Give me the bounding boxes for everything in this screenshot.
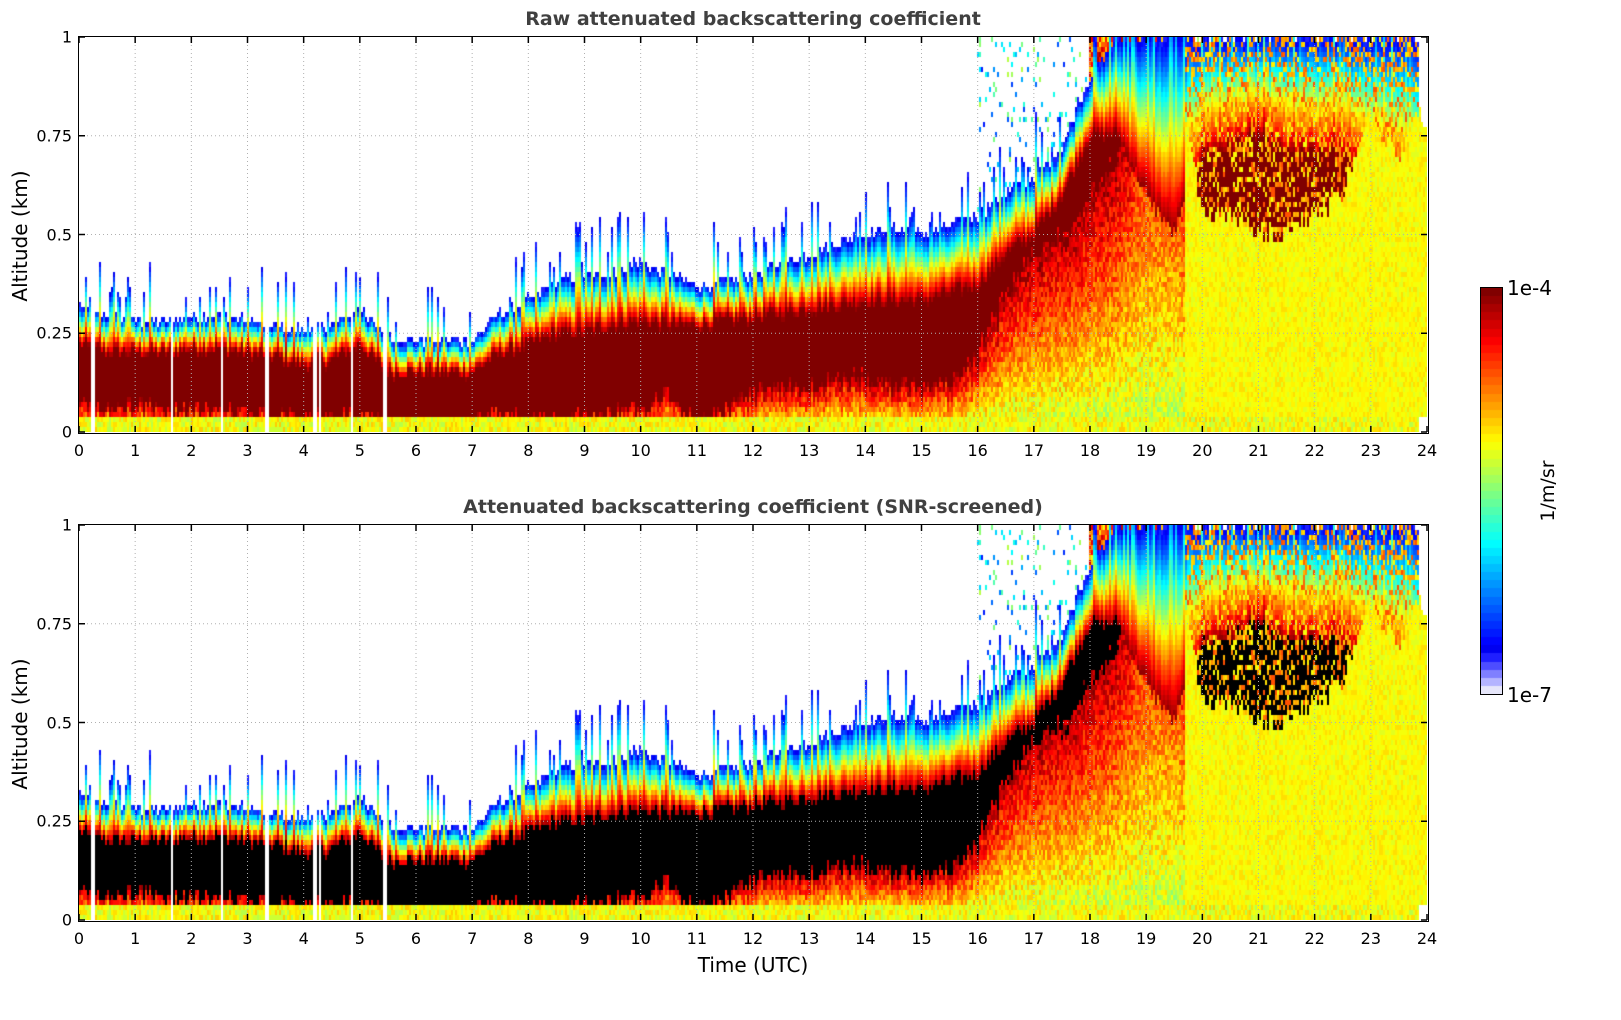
x-tick-label: 8 (523, 441, 534, 460)
x-tick-label: 2 (186, 929, 197, 948)
x-tick-label: 14 (855, 441, 876, 460)
x-tick-label: 15 (911, 929, 932, 948)
x-tick-label: 14 (855, 929, 876, 948)
y-tick-label: 0 (61, 910, 72, 930)
y-axis-label-raw: Altitude (km) (8, 170, 32, 302)
x-tick-label: 12 (742, 929, 764, 948)
x-axis-label: Time (UTC) (697, 953, 809, 977)
x-tick-label: 16 (967, 441, 988, 460)
x-tick-label: 12 (742, 441, 764, 460)
x-tick-label: 1 (130, 441, 141, 460)
x-tick-label: 5 (354, 929, 365, 948)
x-tick-label: 9 (579, 929, 590, 948)
x-tick-label: 7 (467, 929, 478, 948)
x-tick-label: 19 (1135, 441, 1157, 460)
x-tick-label: 11 (686, 441, 708, 460)
x-tick-label: 24 (1416, 929, 1438, 948)
x-tick-label: 13 (798, 929, 820, 948)
y-tick-label: 0.5 (46, 713, 72, 732)
x-tick-label: 18 (1079, 441, 1101, 460)
x-tick-label: 8 (523, 929, 534, 948)
y-tick-label: 0.5 (46, 225, 72, 244)
x-tick-label: 16 (967, 929, 988, 948)
y-tick-label: 1 (61, 515, 72, 535)
x-tick-label: 6 (410, 929, 422, 948)
y-tick-label: 1 (61, 27, 72, 47)
x-tick-label: 22 (1304, 929, 1325, 948)
x-tick-label: 11 (686, 929, 708, 948)
colorbar (1480, 287, 1503, 695)
x-tick-label: 21 (1248, 441, 1269, 460)
x-tick-label: 13 (798, 441, 820, 460)
colorbar-gradient (1481, 288, 1502, 694)
y-tick-label: 0.25 (36, 323, 72, 343)
x-tick-label: 9 (579, 441, 590, 460)
grid-raw (78, 36, 1428, 433)
chart-title-raw: Raw attenuated backscattering coefficien… (525, 8, 981, 30)
x-tick-label: 17 (1023, 441, 1045, 460)
y-tick-label: 0.25 (36, 811, 72, 831)
x-tick-label: 22 (1304, 441, 1325, 460)
x-tick-label: 4 (298, 441, 309, 460)
x-tick-label: 3 (242, 441, 253, 460)
colorbar-max-label: 1e-4 (1507, 276, 1552, 300)
heatmap-axes-screened (78, 524, 1429, 922)
x-tick-label: 17 (1023, 929, 1045, 948)
y-tick-label: 0.75 (36, 126, 72, 146)
x-tick-label: 3 (242, 929, 253, 948)
x-tick-label: 21 (1248, 929, 1269, 948)
x-tick-label: 4 (298, 929, 309, 948)
x-tick-label: 19 (1135, 929, 1157, 948)
x-tick-label: 10 (630, 929, 651, 948)
x-tick-label: 5 (354, 441, 365, 460)
y-tick-label: 0 (61, 422, 72, 442)
x-tick-label: 0 (73, 441, 85, 460)
x-tick-label: 23 (1360, 929, 1382, 948)
x-tick-label: 7 (467, 441, 478, 460)
grid-screened (78, 524, 1428, 921)
x-tick-label: 10 (630, 441, 651, 460)
x-tick-label: 18 (1079, 929, 1101, 948)
x-tick-label: 20 (1192, 441, 1213, 460)
x-tick-label: 0 (73, 929, 85, 948)
x-tick-label: 24 (1416, 441, 1438, 460)
x-tick-label: 15 (911, 441, 932, 460)
heatmap-axes-raw (78, 36, 1429, 434)
y-tick-label: 0.75 (36, 614, 72, 634)
x-tick-label: 1 (130, 929, 141, 948)
x-tick-label: 6 (410, 441, 422, 460)
y-axis-label-screened: Altitude (km) (8, 658, 32, 790)
x-tick-label: 2 (186, 441, 197, 460)
x-tick-label: 23 (1360, 441, 1382, 460)
colorbar-unit-label: 1/m/sr (1537, 460, 1559, 522)
colorbar-min-label: 1e-7 (1507, 683, 1552, 707)
x-tick-label: 20 (1192, 929, 1213, 948)
chart-title-screened: Attenuated backscattering coefficient (S… (463, 496, 1043, 518)
